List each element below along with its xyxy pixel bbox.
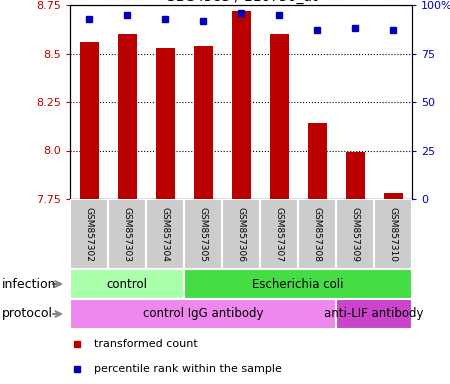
Text: control IgG antibody: control IgG antibody xyxy=(143,308,263,321)
Bar xyxy=(307,123,327,199)
Bar xyxy=(146,199,184,269)
Bar xyxy=(346,152,365,199)
Bar xyxy=(336,199,374,269)
Bar xyxy=(231,11,251,199)
Text: GSM857308: GSM857308 xyxy=(312,207,321,262)
Text: GSM857305: GSM857305 xyxy=(198,207,207,262)
Text: infection: infection xyxy=(2,278,57,291)
Text: GSM857306: GSM857306 xyxy=(237,207,246,262)
FancyBboxPatch shape xyxy=(70,269,184,299)
Bar xyxy=(80,42,99,199)
Text: anti-LIF antibody: anti-LIF antibody xyxy=(324,308,424,321)
Text: GSM857302: GSM857302 xyxy=(85,207,94,262)
Bar xyxy=(108,199,146,269)
Text: percentile rank within the sample: percentile rank within the sample xyxy=(94,364,282,374)
Bar xyxy=(117,34,136,199)
Bar xyxy=(184,199,222,269)
Text: Escherichia coli: Escherichia coli xyxy=(252,278,344,291)
Text: protocol: protocol xyxy=(2,308,53,321)
Text: GSM857307: GSM857307 xyxy=(274,207,284,262)
Bar xyxy=(374,199,412,269)
FancyBboxPatch shape xyxy=(336,299,412,329)
FancyBboxPatch shape xyxy=(184,269,412,299)
Bar xyxy=(70,199,108,269)
Bar xyxy=(194,46,212,199)
Text: control: control xyxy=(107,278,148,291)
Bar xyxy=(270,34,288,199)
Bar xyxy=(222,199,260,269)
Text: GSM857303: GSM857303 xyxy=(122,207,131,262)
Text: GSM857304: GSM857304 xyxy=(161,207,170,262)
Bar xyxy=(298,199,336,269)
FancyBboxPatch shape xyxy=(70,299,336,329)
Title: GDS4583 / 110750_at: GDS4583 / 110750_at xyxy=(165,0,317,4)
Text: GSM857309: GSM857309 xyxy=(351,207,360,262)
Bar xyxy=(260,199,298,269)
Bar xyxy=(383,193,402,199)
Bar xyxy=(156,48,175,199)
Text: GSM857310: GSM857310 xyxy=(388,207,397,262)
Text: transformed count: transformed count xyxy=(94,339,198,349)
